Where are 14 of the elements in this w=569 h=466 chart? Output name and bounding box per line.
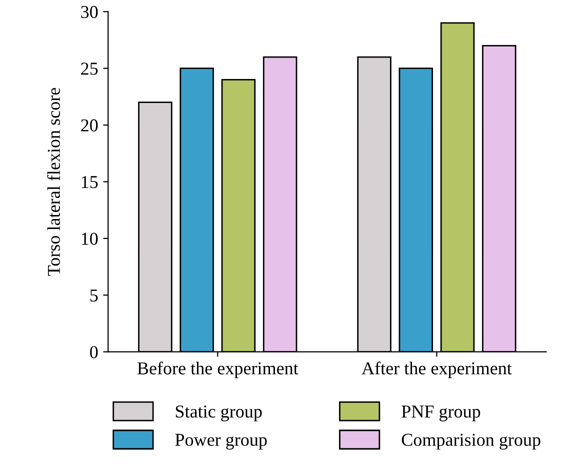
x-tick-label: After the experiment — [362, 362, 512, 378]
x-tick-label: Before the experiment — [137, 362, 298, 378]
legend-label: Comparision group — [402, 434, 540, 450]
legend-label: Power group — [175, 434, 267, 450]
y-tick-label: 15 — [82, 176, 98, 188]
y-tick-label: 20 — [81, 119, 98, 132]
y-tick-label: 25 — [81, 62, 98, 75]
y-tick-label: 10 — [82, 232, 98, 245]
y-axis-title: Torso lateral flexion score — [47, 88, 60, 276]
y-tick-label: 30 — [81, 6, 98, 18]
y-tick-label: 5 — [90, 290, 98, 302]
legend-label: Static group — [176, 405, 262, 422]
y-tick-label: 0 — [90, 346, 98, 358]
legend-label: PNF group — [402, 406, 480, 422]
